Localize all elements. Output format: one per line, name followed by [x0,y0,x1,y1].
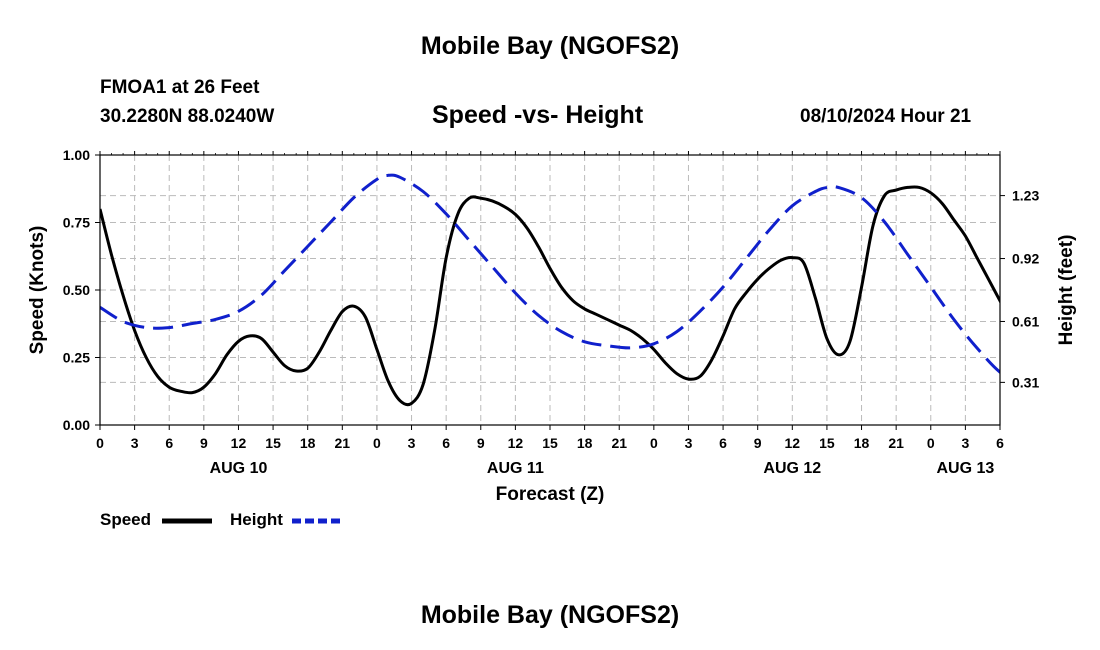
y2-tick-label: 0.61 [1012,313,1039,329]
grid [100,155,1000,425]
x-tick-label: 3 [408,435,416,451]
x-tick-label: 0 [650,435,658,451]
x-tick-label: 12 [785,435,801,451]
footer-title: Mobile Bay (NGOFS2) [420,601,680,629]
forecast-datetime: 08/10/2024 Hour 21 [800,106,972,127]
y-tick-label: 0.50 [63,282,90,298]
x-tick-label: 15 [265,435,281,451]
x-tick-label: 21 [335,435,351,451]
y-axis-title: Speed (Knots) [27,226,48,355]
date-label: AUG 10 [210,460,268,477]
y2-tick-label: 0.31 [1012,374,1039,390]
x-tick-label: 6 [719,435,727,451]
x-tick-label: 18 [854,435,870,451]
page-title: Mobile Bay (NGOFS2) [420,32,680,60]
x-tick-label: 15 [542,435,558,451]
x-tick-label: 18 [577,435,593,451]
y-tick-label: 1.00 [63,147,90,163]
x-tick-label: 18 [300,435,316,451]
station-label: FMOA1 at 26 Feet [100,77,260,98]
y-tick-label: 0.75 [63,215,90,231]
y-tick-label: 0.25 [63,350,90,366]
chart-title: Speed -vs- Height [432,101,644,129]
coordinates-label: 30.2280N 88.0240W [100,106,275,127]
x-tick-label: 21 [611,435,627,451]
x-tick-label: 3 [961,435,969,451]
series-line-height [100,173,1000,375]
axes: 0 3 6 9 12 15 18 21 0 3 6 9 12 15 18 21 0 3 6 9 12 15 18 21 0 3 6 0… [27,147,1077,505]
legend-swatch-height [292,518,342,524]
y2-axis-title: Height (feet) [1056,235,1077,346]
x-tick-label: 6 [442,435,450,451]
y2-tick-label: 1.23 [1012,188,1039,204]
series-layer [100,173,1000,407]
x-tick-label: 3 [131,435,139,451]
x-tick-label: 0 [96,435,104,451]
date-label: AUG 12 [763,460,821,477]
x-tick-label: 0 [927,435,935,451]
x-axis-title: Forecast (Z) [496,484,605,505]
series-line-speed [100,185,1000,407]
legend-swatch-speed [162,518,212,524]
date-label: AUG 13 [936,460,994,477]
x-tick-label: 12 [508,435,524,451]
x-tick-label: 6 [996,435,1004,451]
x-tick-label: 6 [165,435,173,451]
legend-label-height: Height [230,510,283,529]
x-tick-label: 9 [754,435,762,451]
y2-tick-label: 0.92 [1012,251,1039,267]
y-tick-label: 0.00 [63,417,90,433]
x-tick-label: 0 [373,435,381,451]
date-label: AUG 11 [487,460,544,477]
x-tick-label: 9 [477,435,485,451]
x-tick-label: 9 [200,435,208,451]
legend-label-speed: Speed [100,510,152,529]
x-tick-label: 15 [819,435,835,451]
x-tick-label: 21 [888,435,904,451]
x-tick-label: 12 [231,435,247,451]
x-tick-label: 3 [685,435,693,451]
